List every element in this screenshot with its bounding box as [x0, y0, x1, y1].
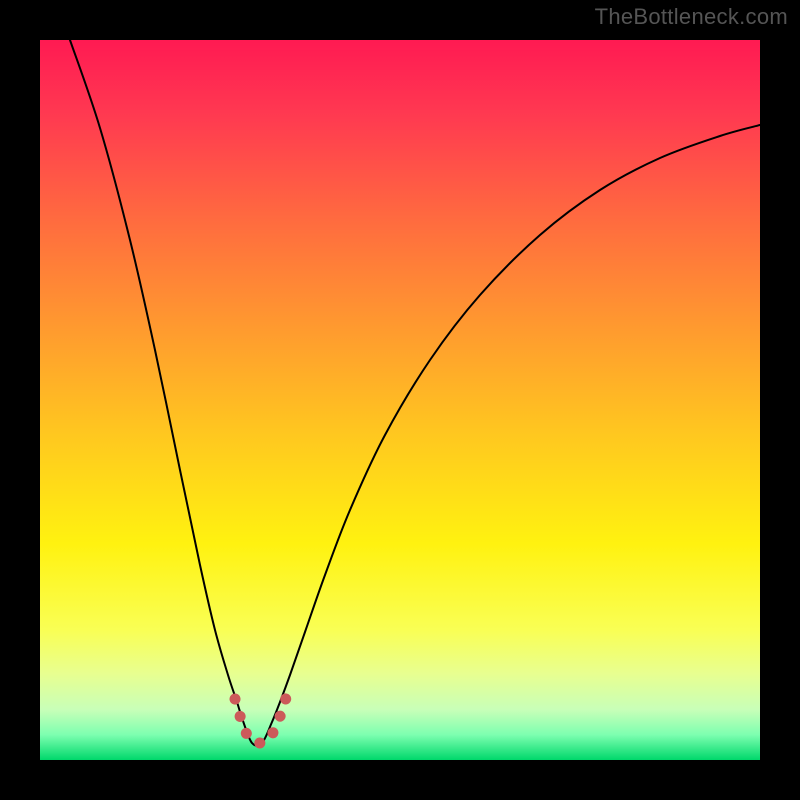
bottleneck-curve	[70, 40, 760, 746]
plot-area	[40, 40, 760, 760]
watermark-text: TheBottleneck.com	[595, 4, 788, 30]
curve-layer	[40, 40, 760, 760]
